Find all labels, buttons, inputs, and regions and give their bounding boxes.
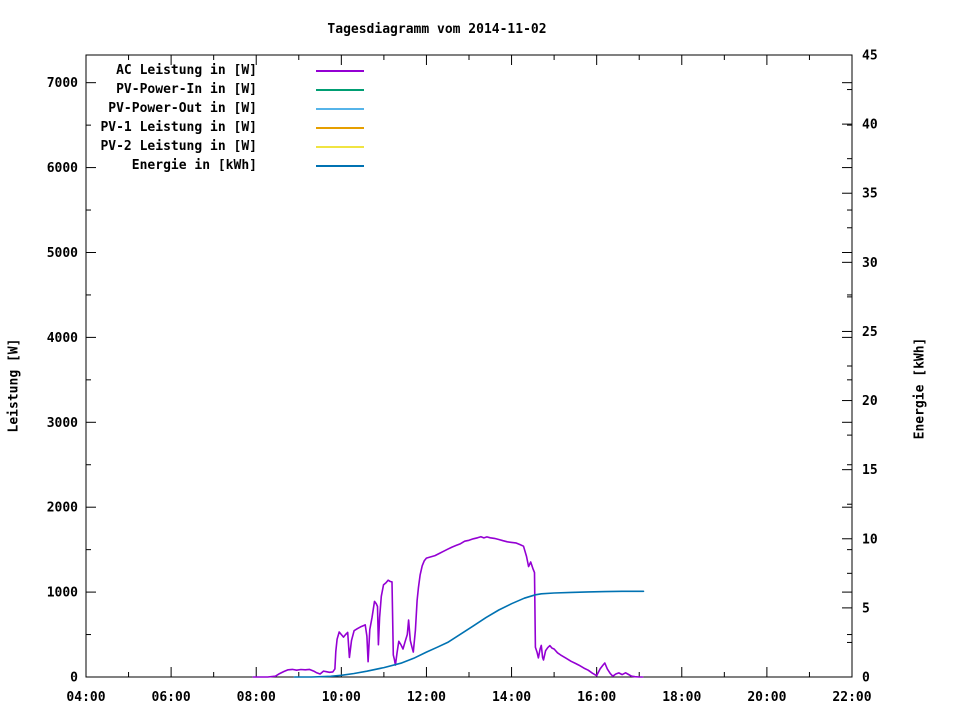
legend-item: PV-Power-In in [W] [86, 80, 364, 99]
legend-line-sample [316, 164, 364, 167]
y-right-tick-label: 40 [862, 118, 878, 133]
x-tick-label: 16:00 [577, 690, 616, 705]
chart-title: Tagesdiagramm vom 2014-11-02 [327, 22, 547, 37]
legend-item: PV-1 Leistung in [W] [86, 118, 364, 137]
series-line-5 [293, 590, 645, 678]
legend-label: Energie in [kWh] [131, 158, 257, 173]
x-tick-label: 04:00 [66, 690, 105, 705]
y-right-tick-label: 5 [862, 601, 870, 616]
y-right-tick-label: 35 [862, 187, 878, 202]
y-left-tick-label: 1000 [47, 586, 78, 601]
y-right-tick-label: 20 [862, 394, 878, 409]
legend-item: Energie in [kWh] [86, 156, 364, 175]
legend-item: PV-2 Leistung in [W] [86, 137, 364, 156]
legend-line-sample [316, 69, 364, 72]
y-right-tick-label: 45 [862, 49, 878, 64]
x-tick-label: 12:00 [407, 690, 446, 705]
legend-line-sample [316, 145, 364, 148]
y-left-tick-label: 7000 [47, 76, 78, 91]
chart-legend: AC Leistung in [W] PV-Power-In in [W] PV-P… [86, 61, 364, 175]
x-tick-label: 18:00 [662, 690, 701, 705]
y-left-tick-label: 0 [70, 671, 78, 686]
legend-label: PV-Power-Out in [W] [108, 101, 257, 116]
y-axis-right-title: Energie [kWh] [912, 337, 928, 440]
x-tick-label: 06:00 [152, 690, 191, 705]
y-right-tick-label: 30 [862, 256, 878, 271]
series-line-0 [252, 535, 644, 678]
legend-label: AC Leistung in [W] [116, 63, 257, 78]
legend-label: PV-1 Leistung in [W] [100, 120, 257, 135]
x-tick-label: 22:00 [832, 690, 871, 705]
legend-line-sample [316, 126, 364, 129]
y-left-tick-label: 3000 [47, 416, 78, 431]
y-left-tick-label: 6000 [47, 161, 78, 176]
legend-label: PV-2 Leistung in [W] [100, 139, 257, 154]
y-left-tick-label: 4000 [47, 331, 78, 346]
y-right-tick-label: 25 [862, 325, 878, 340]
legend-item: AC Leistung in [W] [86, 61, 364, 80]
x-tick-label: 14:00 [492, 690, 531, 705]
y-left-tick-label: 5000 [47, 246, 78, 261]
legend-label: PV-Power-In in [W] [116, 82, 257, 97]
y-left-tick-label: 2000 [47, 501, 78, 516]
y-right-tick-label: 15 [862, 463, 878, 478]
y-axis-left-title: Leistung [W] [6, 338, 22, 433]
x-tick-label: 20:00 [747, 690, 786, 705]
x-tick-label: 10:00 [322, 690, 361, 705]
y-right-tick-label: 10 [862, 532, 878, 547]
y-right-tick-label: 0 [862, 671, 870, 686]
legend-line-sample [316, 88, 364, 91]
legend-item: PV-Power-Out in [W] [86, 99, 364, 118]
x-tick-label: 08:00 [237, 690, 276, 705]
legend-line-sample [316, 107, 364, 110]
